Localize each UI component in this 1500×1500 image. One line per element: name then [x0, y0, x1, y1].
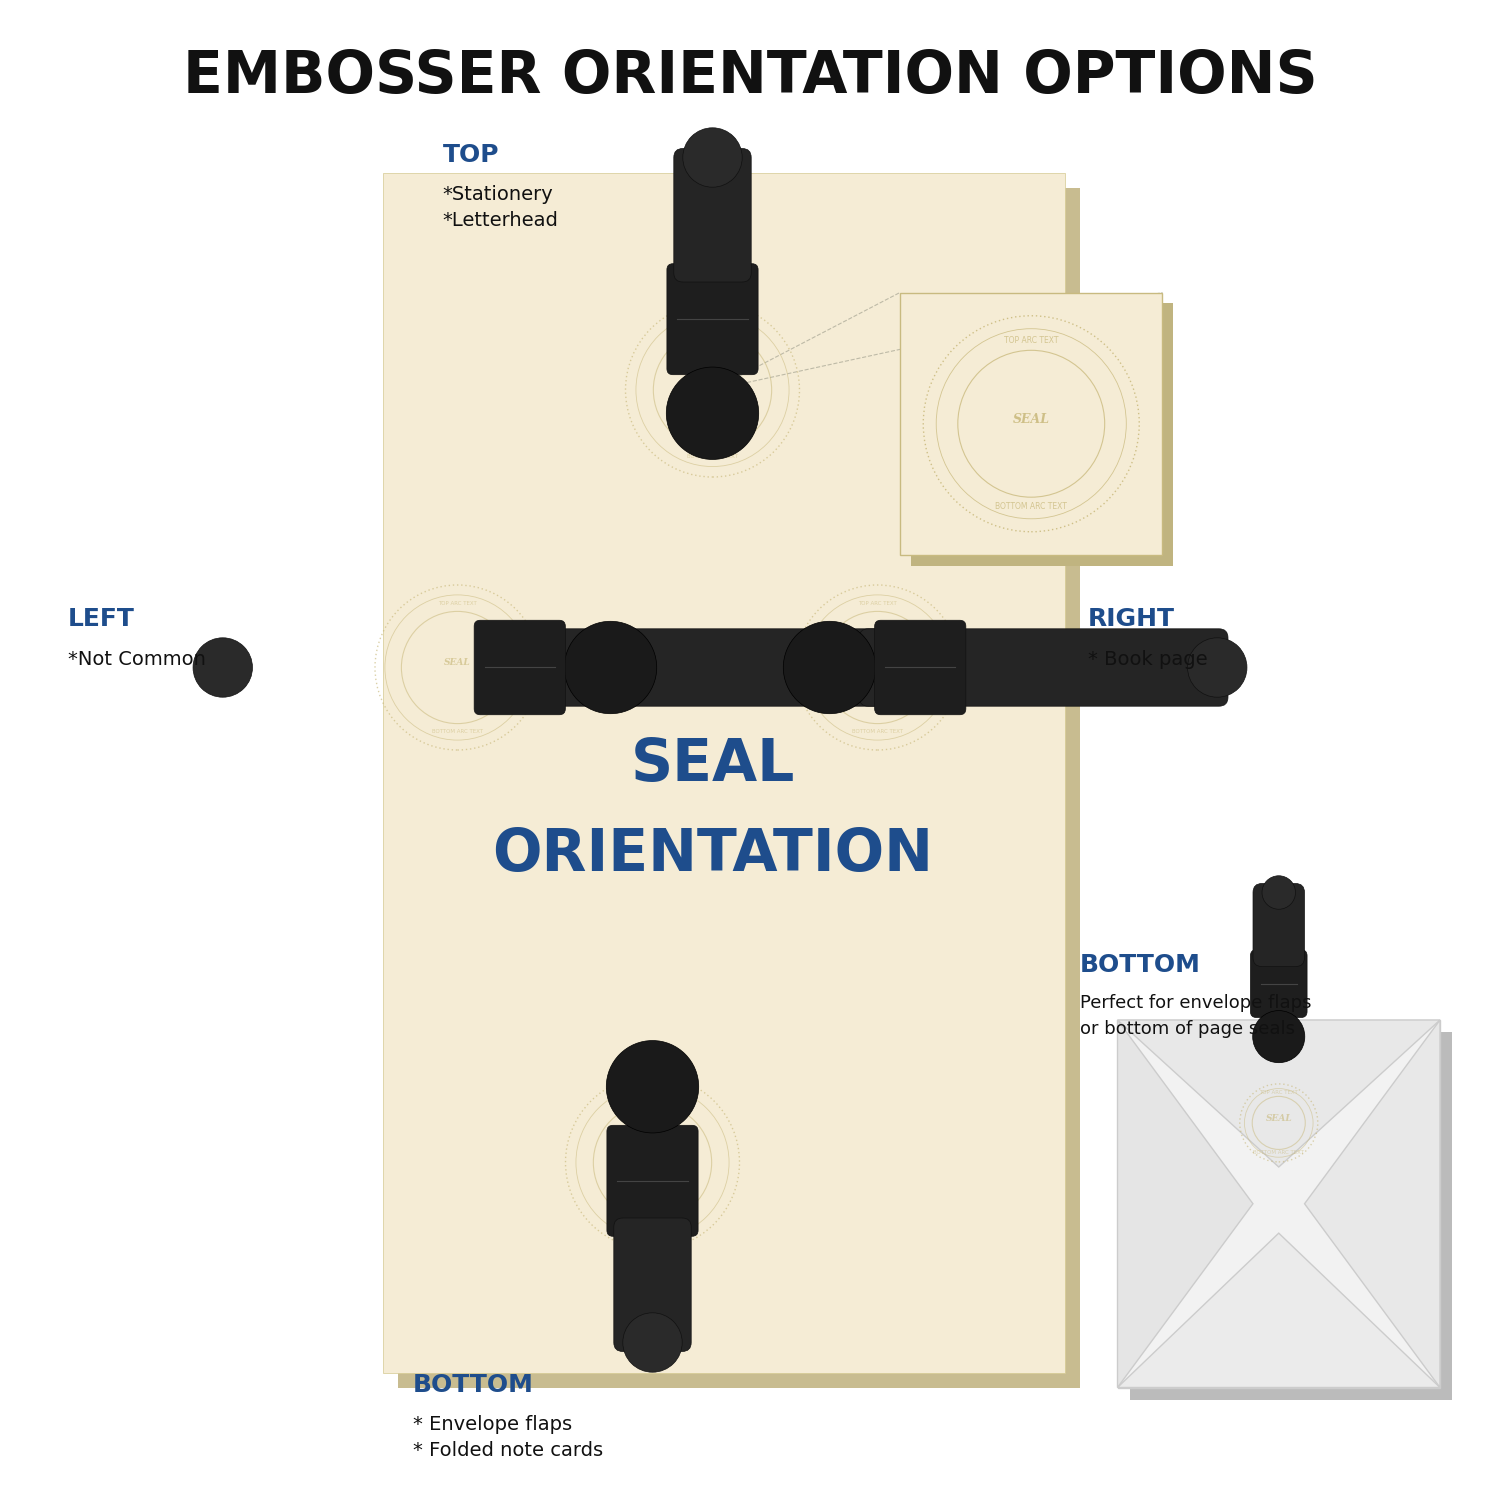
Text: SEAL: SEAL: [630, 736, 795, 794]
FancyBboxPatch shape: [555, 628, 924, 706]
Circle shape: [1188, 638, 1246, 698]
Text: SEAL: SEAL: [444, 658, 471, 668]
Text: Perfect for envelope flaps
or bottom of page seals: Perfect for envelope flaps or bottom of …: [1080, 994, 1311, 1038]
Text: * Book page: * Book page: [1088, 650, 1208, 669]
Text: RIGHT: RIGHT: [1088, 608, 1174, 631]
FancyBboxPatch shape: [690, 360, 735, 376]
FancyBboxPatch shape: [608, 1125, 698, 1236]
Text: BOTTOM ARC TEXT: BOTTOM ARC TEXT: [432, 729, 483, 734]
Circle shape: [564, 621, 657, 714]
FancyBboxPatch shape: [1264, 1002, 1293, 1020]
Text: BOTTOM ARC TEXT: BOTTOM ARC TEXT: [996, 503, 1066, 512]
Text: TOP ARC TEXT: TOP ARC TEXT: [1260, 1090, 1298, 1095]
Text: TOP ARC TEXT: TOP ARC TEXT: [693, 321, 732, 326]
Text: TOP: TOP: [442, 142, 500, 166]
Text: EMBOSSER ORIENTATION OPTIONS: EMBOSSER ORIENTATION OPTIONS: [183, 48, 1317, 105]
FancyBboxPatch shape: [1130, 1032, 1452, 1400]
Circle shape: [622, 1312, 682, 1372]
Text: BOTTOM ARC TEXT: BOTTOM ARC TEXT: [687, 454, 738, 459]
Text: TOP ARC TEXT: TOP ARC TEXT: [858, 602, 897, 606]
Circle shape: [682, 128, 742, 188]
Text: BOTTOM ARC TEXT: BOTTOM ARC TEXT: [627, 1227, 678, 1232]
Circle shape: [194, 638, 252, 698]
Circle shape: [1252, 1011, 1305, 1062]
Text: TOP ARC TEXT: TOP ARC TEXT: [633, 1094, 672, 1098]
Circle shape: [783, 621, 876, 714]
Text: SEAL: SEAL: [699, 381, 726, 390]
FancyBboxPatch shape: [1118, 1020, 1440, 1388]
FancyBboxPatch shape: [630, 1124, 675, 1140]
Text: BOTTOM: BOTTOM: [413, 1372, 534, 1396]
FancyBboxPatch shape: [859, 628, 1228, 706]
FancyBboxPatch shape: [874, 621, 966, 714]
Circle shape: [1262, 876, 1296, 909]
Polygon shape: [1118, 1020, 1252, 1388]
Text: TOP ARC TEXT: TOP ARC TEXT: [438, 602, 477, 606]
Circle shape: [666, 368, 759, 459]
FancyBboxPatch shape: [910, 303, 1173, 566]
Text: ORIENTATION: ORIENTATION: [492, 827, 933, 884]
FancyBboxPatch shape: [1251, 950, 1306, 1017]
FancyBboxPatch shape: [398, 188, 1080, 1388]
Text: SEAL: SEAL: [1266, 1114, 1292, 1124]
Polygon shape: [1118, 1233, 1440, 1388]
Polygon shape: [1118, 1020, 1440, 1167]
Text: SEAL: SEAL: [864, 658, 891, 668]
FancyBboxPatch shape: [1252, 884, 1305, 966]
FancyBboxPatch shape: [900, 292, 1162, 555]
Circle shape: [606, 1041, 699, 1132]
Text: *Not Common: *Not Common: [68, 650, 206, 669]
FancyBboxPatch shape: [474, 621, 566, 714]
Text: BOTTOM: BOTTOM: [1080, 952, 1202, 976]
FancyBboxPatch shape: [382, 172, 1065, 1372]
FancyBboxPatch shape: [614, 1218, 692, 1352]
FancyBboxPatch shape: [674, 148, 752, 282]
Text: SEAL: SEAL: [639, 1154, 666, 1162]
Text: TOP ARC TEXT: TOP ARC TEXT: [1004, 336, 1059, 345]
FancyBboxPatch shape: [668, 264, 758, 375]
Polygon shape: [1305, 1020, 1440, 1388]
Text: *Stationery
*Letterhead: *Stationery *Letterhead: [442, 184, 558, 230]
Text: BOTTOM ARC TEXT: BOTTOM ARC TEXT: [1254, 1150, 1304, 1155]
Text: * Envelope flaps
* Folded note cards: * Envelope flaps * Folded note cards: [413, 1414, 603, 1460]
Text: LEFT: LEFT: [68, 608, 135, 631]
Text: SEAL: SEAL: [1013, 413, 1050, 426]
Text: BOTTOM ARC TEXT: BOTTOM ARC TEXT: [852, 729, 903, 734]
